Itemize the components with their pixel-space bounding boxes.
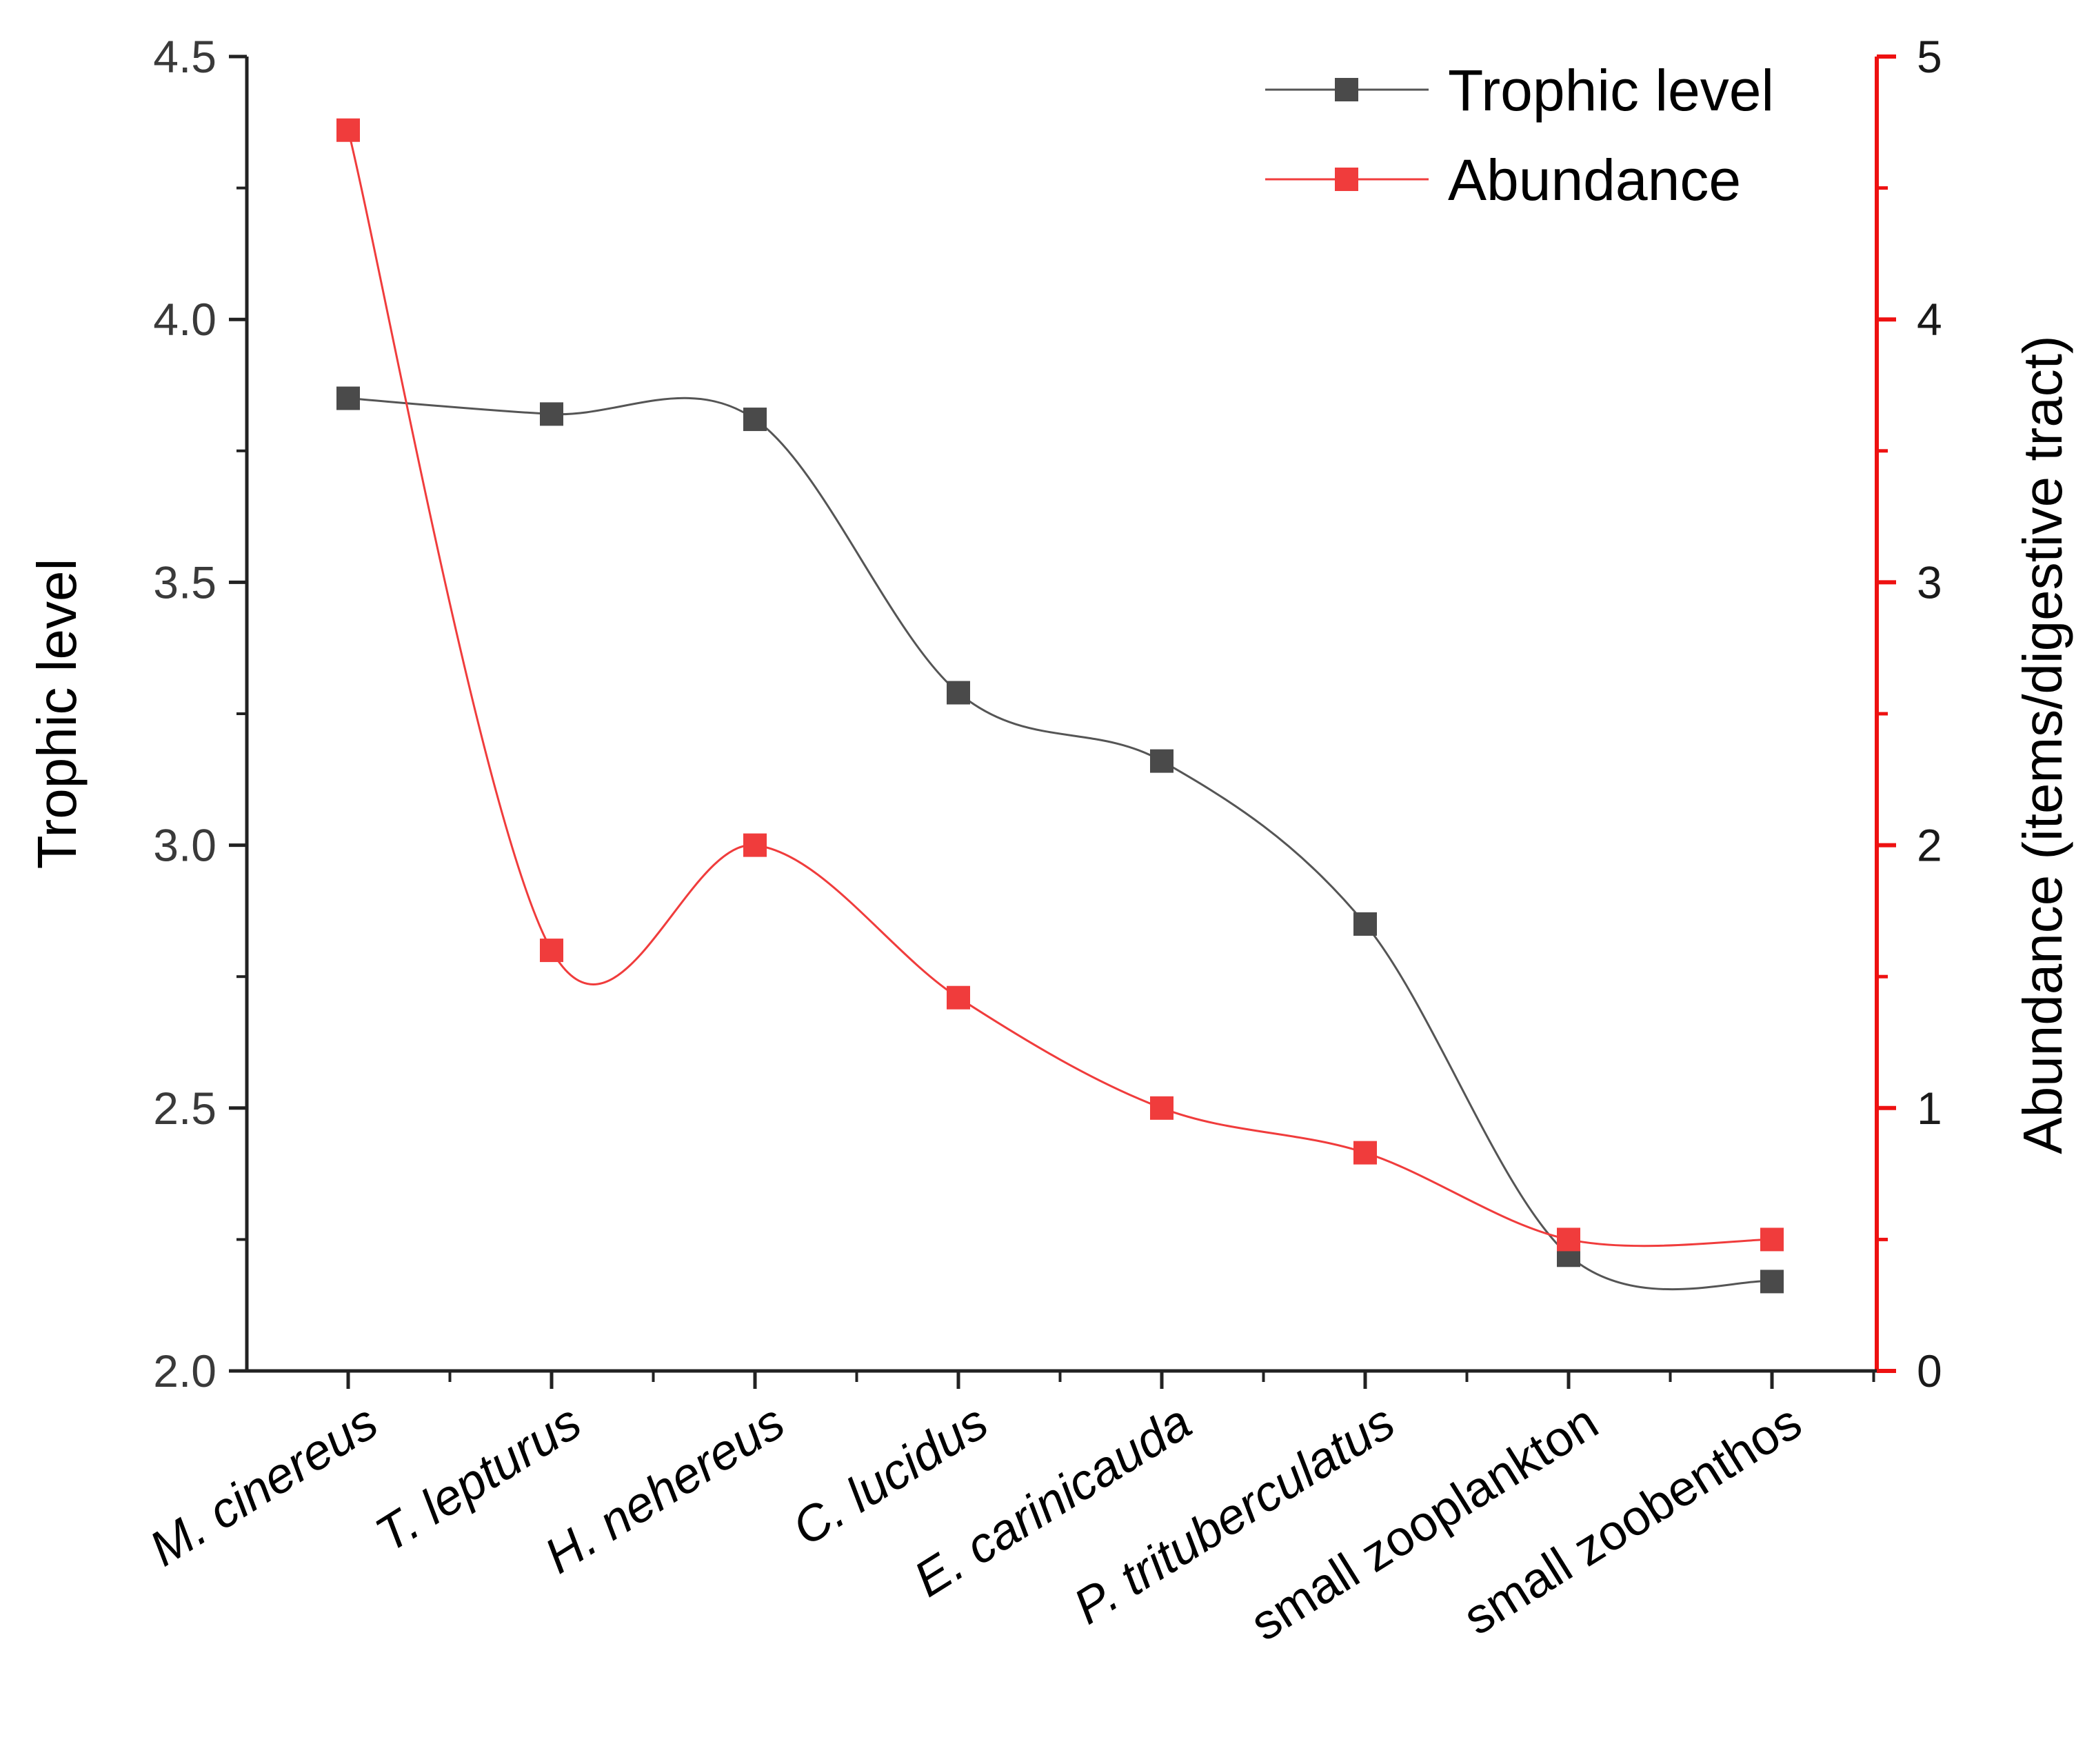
abundance-data-point xyxy=(1353,1141,1377,1165)
abundance-data-point xyxy=(1760,1227,1784,1252)
axes xyxy=(229,54,1896,1389)
series-lines xyxy=(347,130,1773,1291)
left-axis-tick-label: 2.5 xyxy=(153,1083,216,1134)
left-axis-tick-label: 4.5 xyxy=(153,31,216,82)
left-axis-tick-label: 2.0 xyxy=(153,1345,216,1396)
category-label: small zooplankton xyxy=(1241,1394,1607,1652)
series-points xyxy=(336,118,1784,1294)
legend-marker-abundance xyxy=(1335,168,1358,191)
category-label: small zoobenthos xyxy=(1454,1394,1811,1646)
right-axis-tick-label: 2 xyxy=(1917,820,1942,871)
trophic-level-data-point xyxy=(336,386,360,410)
right-axis-tick-label: 4 xyxy=(1917,294,1942,345)
abundance-data-point xyxy=(1150,1096,1174,1120)
legend-label-abundance: Abundance xyxy=(1448,148,1741,212)
trophic-level-data-point xyxy=(947,681,970,705)
left-axis-tick-label: 3.0 xyxy=(153,820,216,871)
trophic-level-data-point xyxy=(1760,1270,1784,1294)
trophic-level-data-point xyxy=(1353,912,1377,936)
trophic-level-series-line xyxy=(348,397,1773,1291)
trophic-level-data-point xyxy=(743,408,767,432)
abundance-series-line xyxy=(347,130,1773,1247)
trophic-level-data-point xyxy=(540,402,563,426)
left-axis-tick-label: 3.5 xyxy=(153,557,216,608)
abundance-data-point xyxy=(540,939,563,963)
left-axis-title: Trophic level xyxy=(26,559,88,870)
legend: Trophic level Abundance xyxy=(1265,58,1774,212)
right-axis-tick-label: 1 xyxy=(1917,1083,1942,1134)
right-axis-tick-label: 0 xyxy=(1917,1345,1942,1396)
right-axis-tick-label: 5 xyxy=(1917,31,1942,82)
legend-marker-trophic-level xyxy=(1335,78,1358,101)
abundance-data-point xyxy=(947,985,970,1010)
trophic-level-data-point xyxy=(1150,749,1174,773)
right-axis-tick-label: 3 xyxy=(1917,557,1942,608)
category-label: M. cinereus xyxy=(140,1394,387,1577)
right-axis-title: Abundance (items/digestive tract) xyxy=(2012,335,2073,1154)
abundance-data-point xyxy=(336,118,360,142)
left-axis-tick-label: 4.0 xyxy=(153,294,216,345)
legend-label-trophic-level: Trophic level xyxy=(1448,58,1774,123)
abundance-data-point xyxy=(743,833,767,857)
abundance-data-point xyxy=(1557,1227,1580,1252)
